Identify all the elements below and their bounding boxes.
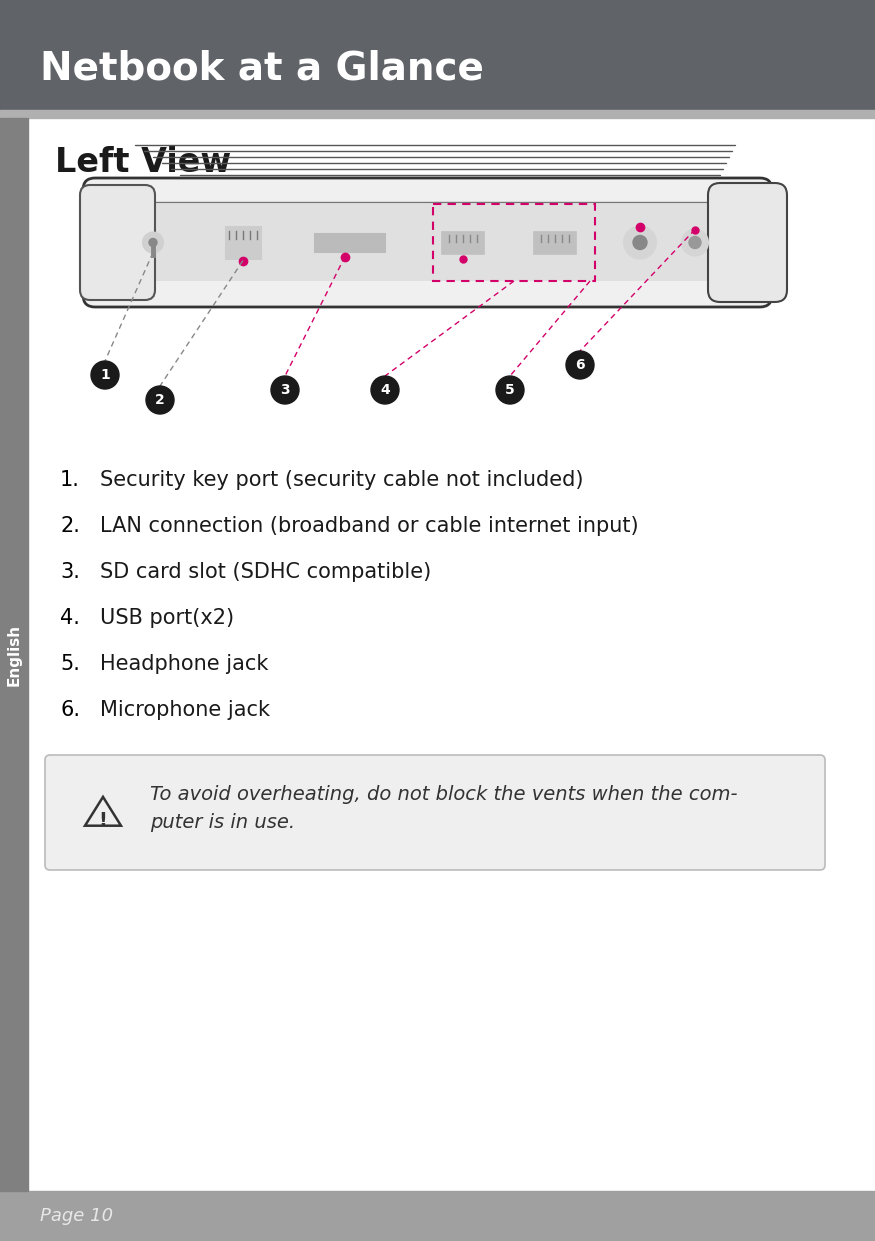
Text: 4.: 4. [60, 608, 80, 628]
Text: 5.: 5. [60, 654, 80, 674]
Bar [0, 0, 875, 110]
Circle shape [271, 376, 299, 405]
Text: Left View: Left View [55, 146, 231, 179]
Text: 1.: 1. [60, 470, 80, 490]
FancyBboxPatch shape [708, 182, 787, 302]
Bar [315, 233, 385, 252]
Text: !: ! [99, 812, 108, 830]
Circle shape [149, 238, 157, 247]
FancyBboxPatch shape [83, 177, 772, 307]
Text: LAN connection (broadband or cable internet input): LAN connection (broadband or cable inter… [100, 516, 639, 536]
Text: Netbook at a Glance: Netbook at a Glance [40, 50, 484, 88]
Text: To avoid overheating, do not block the vents when the com-
puter is in use.: To avoid overheating, do not block the v… [150, 786, 738, 831]
Text: 1: 1 [100, 369, 110, 382]
Circle shape [496, 376, 524, 405]
Text: Microphone jack: Microphone jack [100, 700, 270, 720]
Bar [0, 110, 875, 118]
Circle shape [689, 237, 701, 248]
Bar [0, 1191, 875, 1241]
Circle shape [624, 227, 656, 258]
Circle shape [146, 386, 174, 414]
Bar [0, 118, 28, 1191]
Text: 3.: 3. [60, 562, 80, 582]
Text: 3: 3 [280, 383, 290, 397]
Bar [442, 232, 484, 253]
Circle shape [143, 232, 163, 252]
Bar [155, 204, 710, 280]
Bar [534, 232, 576, 253]
Text: Headphone jack: Headphone jack [100, 654, 269, 674]
Text: 5: 5 [505, 383, 514, 397]
Bar [226, 227, 261, 258]
Text: USB port(x2): USB port(x2) [100, 608, 235, 628]
Text: 6.: 6. [60, 700, 80, 720]
Circle shape [633, 236, 647, 249]
Circle shape [371, 376, 399, 405]
Bar [433, 204, 595, 280]
Text: 6: 6 [575, 357, 584, 372]
Circle shape [682, 230, 708, 256]
FancyBboxPatch shape [45, 755, 825, 870]
Circle shape [566, 351, 594, 379]
Circle shape [91, 361, 119, 388]
Text: Page 10: Page 10 [40, 1207, 113, 1225]
Polygon shape [85, 797, 121, 825]
Text: SD card slot (SDHC compatible): SD card slot (SDHC compatible) [100, 562, 431, 582]
Text: 2.: 2. [60, 516, 80, 536]
Text: English: English [6, 623, 22, 685]
Text: Security key port (security cable not included): Security key port (security cable not in… [100, 470, 584, 490]
Text: 2: 2 [155, 393, 164, 407]
FancyBboxPatch shape [80, 185, 155, 300]
Text: 4: 4 [380, 383, 390, 397]
